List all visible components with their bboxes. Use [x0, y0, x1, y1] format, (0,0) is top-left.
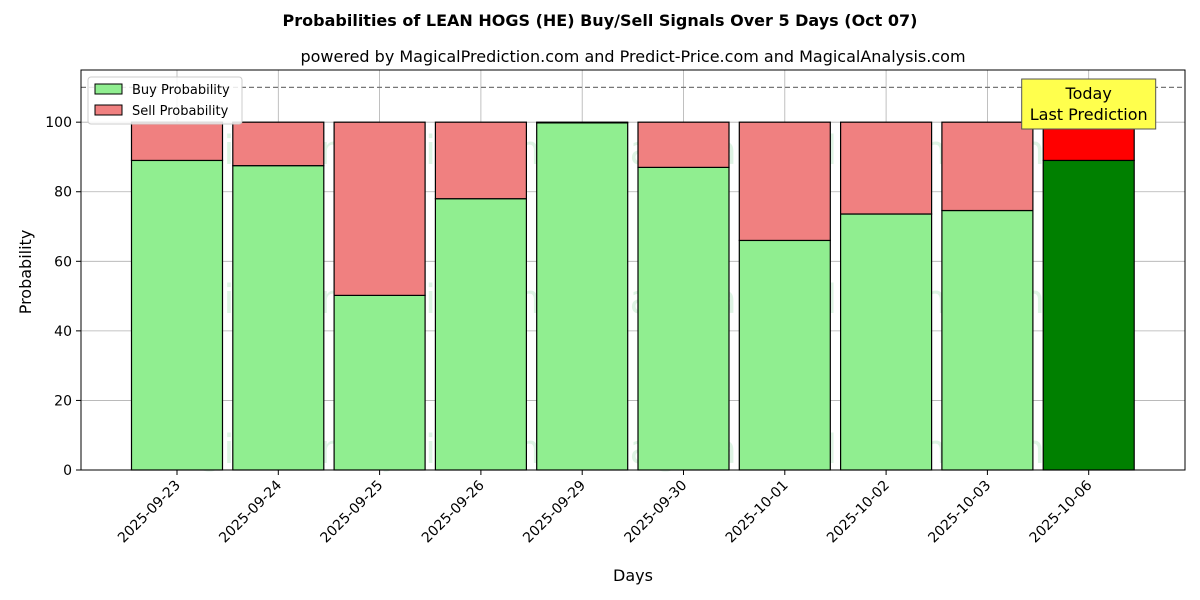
legend-swatch [94, 104, 123, 116]
buy-bar [130, 159, 224, 471]
x-tick-label: 2025-09-29 [520, 478, 589, 547]
legend: Buy Probability Sell Probability [87, 76, 243, 125]
buy-bar [434, 198, 527, 471]
x-tick-label: 2025-10-03 [925, 478, 994, 547]
buy-bar [839, 213, 933, 471]
sell-bar [738, 121, 831, 242]
legend-label: Buy Probability [132, 83, 230, 98]
legend-box [87, 76, 243, 125]
buy-bar [637, 166, 730, 471]
chart-title: Probabilities of LEAN HOGS (HE) Buy/Sell… [283, 11, 918, 30]
annotation-text: Today [1065, 84, 1112, 103]
y-tick-label: 60 [54, 254, 72, 270]
x-tick-label: 2025-09-25 [318, 478, 387, 547]
buy-bar [333, 294, 426, 471]
plot-frame [80, 69, 1186, 471]
x-tick-label: 2025-09-30 [621, 478, 690, 547]
buy-bar [738, 239, 831, 471]
sell-bar [536, 121, 629, 124]
legend-label: Sell Probability [132, 104, 229, 119]
today-annotation: Today Last Prediction [1021, 78, 1157, 130]
x-axis-label: Days [613, 566, 653, 585]
bars [130, 121, 1135, 471]
legend-swatch [94, 83, 123, 95]
sell-bar [232, 121, 325, 167]
buy-bar [941, 209, 1034, 471]
x-tick-label: 2025-10-06 [1027, 477, 1096, 546]
annotation-text: Last Prediction [1030, 105, 1148, 124]
sell-bar [941, 121, 1034, 212]
x-tick-label: 2025-10-02 [824, 478, 893, 547]
y-tick-label: 40 [54, 324, 72, 340]
sell-bar [839, 121, 933, 215]
chart-subtitle: powered by MagicalPrediction.com and Pre… [300, 47, 965, 66]
buy-bar [1042, 159, 1135, 471]
y-tick-label: 80 [54, 185, 72, 201]
y-tick-label: 100 [45, 115, 72, 131]
x-tick-label: 2025-10-01 [723, 478, 792, 547]
annotation-box [1021, 78, 1157, 130]
x-tick-label: 2025-09-23 [115, 478, 184, 547]
x-tick-label: 2025-09-26 [419, 477, 488, 546]
y-tick-label: 20 [54, 393, 72, 409]
sell-bar [637, 121, 730, 168]
sell-bar [434, 121, 527, 200]
y-axis-label: Probability [16, 230, 35, 315]
sell-bar [130, 121, 224, 162]
sell-bar [333, 121, 426, 296]
x-tick-label: 2025-09-24 [216, 477, 285, 546]
buy-bar [536, 122, 629, 471]
buy-bar [232, 165, 325, 471]
y-tick-label: 0 [63, 463, 72, 479]
